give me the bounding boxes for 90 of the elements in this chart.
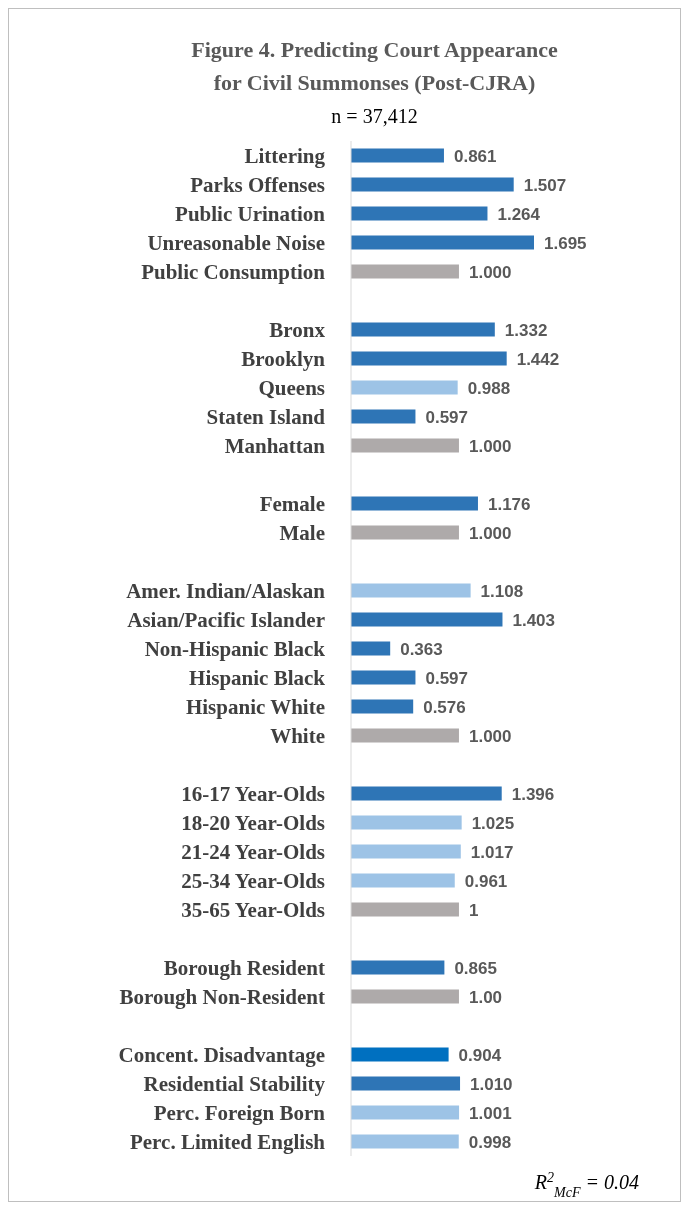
bar bbox=[351, 612, 503, 627]
y-tick-label: Amer. Indian/Alaskan bbox=[126, 578, 326, 603]
y-tick-label: Borough Non-Resident bbox=[119, 984, 325, 1009]
data-label: 1.176 bbox=[487, 494, 531, 514]
bar bbox=[351, 409, 416, 424]
data-label: 0.961 bbox=[464, 871, 508, 891]
data-label: 0.988 bbox=[467, 378, 511, 398]
data-label: 1.010 bbox=[470, 1074, 513, 1094]
data-label: 0.865 bbox=[454, 958, 497, 978]
y-tick-label: Parks Offenses bbox=[190, 172, 325, 197]
bar bbox=[351, 902, 459, 917]
y-tick-label: White bbox=[270, 723, 325, 748]
y-tick-label: Residential Stability bbox=[143, 1071, 326, 1096]
bar bbox=[351, 264, 459, 279]
data-label: 0.597 bbox=[425, 668, 468, 688]
bar bbox=[351, 1047, 449, 1062]
bar bbox=[351, 496, 478, 511]
y-tick-label: Female bbox=[259, 491, 325, 516]
data-label: 1.017 bbox=[470, 842, 514, 862]
bar bbox=[351, 583, 471, 598]
bar bbox=[351, 641, 391, 656]
bar bbox=[351, 148, 444, 163]
bar bbox=[351, 177, 514, 192]
bar bbox=[351, 670, 416, 685]
data-label: 0.904 bbox=[458, 1045, 502, 1065]
y-tick-label: Perc. Foreign Born bbox=[153, 1100, 326, 1125]
text: R$^{2}$$_{McF}$ = 0.04 bbox=[533, 1169, 639, 1200]
y-tick-label: Bronx bbox=[269, 317, 326, 342]
bar bbox=[351, 1105, 460, 1120]
data-label: 1.000 bbox=[468, 726, 512, 746]
y-tick-label: 35-65 Year-Olds bbox=[181, 897, 325, 922]
bar bbox=[351, 235, 534, 250]
data-label: 1.396 bbox=[511, 784, 555, 804]
data-label: 0.998 bbox=[468, 1132, 512, 1152]
bar bbox=[351, 786, 502, 801]
y-tick-label: 25-34 Year-Olds bbox=[181, 868, 325, 893]
bar bbox=[351, 438, 459, 453]
bar bbox=[351, 873, 455, 888]
y-tick-label: Brooklyn bbox=[241, 346, 326, 371]
chart-title: Figure 4. Predicting Court Appearance for Civil Summonses (Post-CJRA) bbox=[190, 36, 559, 97]
y-tick-label: Unreasonable Noise bbox=[147, 230, 325, 255]
data-label: 1 bbox=[468, 900, 479, 920]
y-tick-label: Manhattan bbox=[224, 433, 326, 458]
bar bbox=[351, 699, 414, 714]
y-tick-label: Asian/Pacific Islander bbox=[127, 607, 325, 632]
data-label: 1.108 bbox=[480, 581, 524, 601]
data-label: 1.332 bbox=[504, 320, 548, 340]
data-label: 1.000 bbox=[468, 436, 512, 456]
bar bbox=[351, 380, 458, 395]
bar bbox=[351, 960, 445, 975]
bar bbox=[351, 351, 507, 366]
y-tick-label: 21-24 Year-Olds bbox=[181, 839, 325, 864]
y-tick-label: Perc. Limited English bbox=[129, 1129, 326, 1154]
data-label: 0.363 bbox=[400, 639, 443, 659]
y-tick-label: Queens bbox=[258, 375, 325, 400]
bar bbox=[351, 322, 495, 337]
chart-subtitle: n = 37,412 bbox=[330, 105, 419, 128]
y-tick-label: Hispanic White bbox=[185, 694, 325, 719]
data-label: 0.861 bbox=[453, 146, 497, 166]
bar bbox=[351, 728, 459, 743]
y-tick-label: Borough Resident bbox=[163, 955, 325, 980]
y-tick-label: Public Consumption bbox=[141, 259, 326, 284]
data-label: 1.264 bbox=[497, 204, 541, 224]
data-label: 1.025 bbox=[471, 813, 515, 833]
y-tick-label: Concent. Disadvantage bbox=[118, 1042, 325, 1067]
bar bbox=[351, 1134, 459, 1149]
data-label: 0.576 bbox=[423, 697, 466, 717]
bar bbox=[351, 844, 461, 859]
data-label: 1.000 bbox=[468, 262, 512, 282]
data-label: 1.507 bbox=[523, 175, 567, 195]
data-label: 1.403 bbox=[512, 610, 556, 630]
y-tick-label: 18-20 Year-Olds bbox=[181, 810, 325, 835]
data-label: 1.00 bbox=[468, 987, 503, 1007]
y-tick-label: Non-Hispanic Black bbox=[144, 636, 326, 661]
data-label: 1.695 bbox=[544, 233, 587, 253]
y-tick-label: Staten Island bbox=[206, 404, 326, 429]
y-tick-label: Hispanic Black bbox=[189, 665, 326, 690]
y-tick-label: 16-17 Year-Olds bbox=[181, 781, 325, 806]
data-label: 1.001 bbox=[469, 1103, 512, 1123]
data-label: 1.000 bbox=[468, 523, 512, 543]
y-tick-label: Male bbox=[279, 520, 325, 545]
bar bbox=[351, 525, 459, 540]
bar bbox=[351, 815, 462, 830]
y-tick-label: Public Urination bbox=[175, 201, 326, 226]
y-tick-label: Littering bbox=[244, 143, 326, 168]
data-label: 0.597 bbox=[425, 407, 468, 427]
data-label: 1.442 bbox=[516, 349, 560, 369]
bar bbox=[351, 989, 459, 1004]
bar bbox=[351, 1076, 461, 1091]
bar bbox=[351, 206, 488, 221]
